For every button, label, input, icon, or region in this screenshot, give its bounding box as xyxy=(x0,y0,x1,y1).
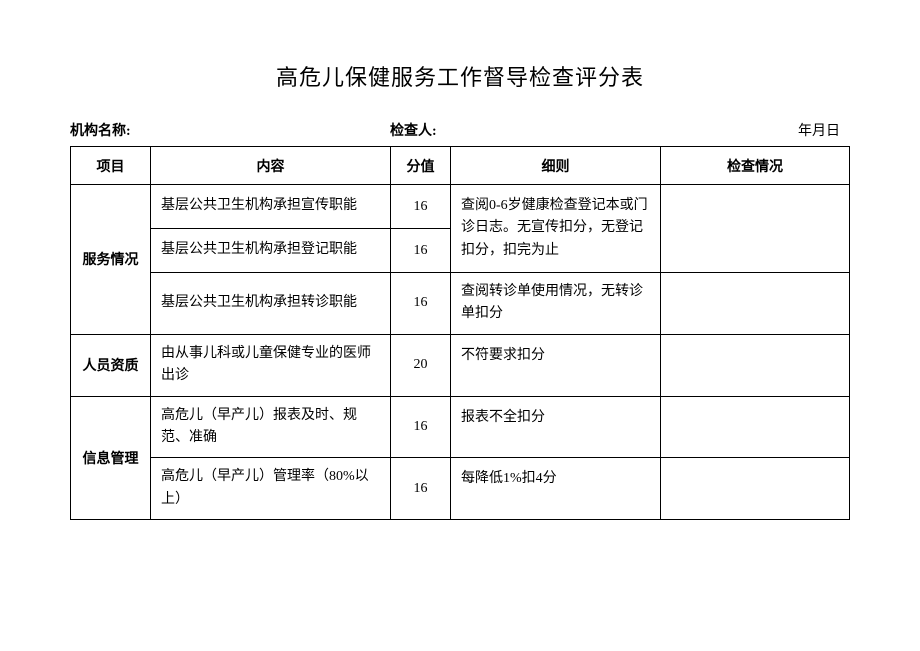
check-cell xyxy=(661,185,850,273)
score-cell: 20 xyxy=(391,334,451,396)
detail-cell: 报表不全扣分 xyxy=(451,396,661,458)
col-header-content: 内容 xyxy=(151,147,391,185)
project-cell: 信息管理 xyxy=(71,396,151,520)
table-row: 信息管理 高危儿（早产儿）报表及时、规范、准确 16 报表不全扣分 xyxy=(71,396,850,458)
project-cell: 服务情况 xyxy=(71,185,151,335)
table-row: 高危儿（早产儿）管理率（80%以上） 16 每降低1%扣4分 xyxy=(71,458,850,520)
table-header-row: 项目 内容 分值 细则 检查情况 xyxy=(71,147,850,185)
content-cell: 基层公共卫生机构承担宣传职能 xyxy=(151,185,391,229)
detail-cell: 不符要求扣分 xyxy=(451,334,661,396)
date-label: 年月日 xyxy=(670,120,850,140)
check-cell xyxy=(661,334,850,396)
inspector-label: 检查人: xyxy=(390,120,670,140)
check-cell xyxy=(661,458,850,520)
col-header-detail: 细则 xyxy=(451,147,661,185)
col-header-score: 分值 xyxy=(391,147,451,185)
check-cell xyxy=(661,396,850,458)
table-row: 人员资质 由从事儿科或儿童保健专业的医师出诊 20 不符要求扣分 xyxy=(71,334,850,396)
score-cell: 16 xyxy=(391,396,451,458)
content-cell: 由从事儿科或儿童保健专业的医师出诊 xyxy=(151,334,391,396)
score-cell: 16 xyxy=(391,229,451,273)
table-row: 基层公共卫生机构承担转诊职能 16 查阅转诊单使用情况，无转诊单扣分 xyxy=(71,273,850,335)
col-header-project: 项目 xyxy=(71,147,151,185)
header-row: 机构名称: 检查人: 年月日 xyxy=(70,120,850,140)
score-table: 项目 内容 分值 细则 检查情况 服务情况 基层公共卫生机构承担宣传职能 16 … xyxy=(70,146,850,520)
check-cell xyxy=(661,273,850,335)
score-cell: 16 xyxy=(391,458,451,520)
detail-cell: 查阅0-6岁健康检查登记本或门诊日志。无宣传扣分，无登记扣分，扣完为止 xyxy=(451,185,661,273)
project-cell: 人员资质 xyxy=(71,334,151,396)
org-label: 机构名称: xyxy=(70,120,390,140)
score-cell: 16 xyxy=(391,185,451,229)
page-title: 高危儿保健服务工作督导检查评分表 xyxy=(70,60,850,92)
table-row: 服务情况 基层公共卫生机构承担宣传职能 16 查阅0-6岁健康检查登记本或门诊日… xyxy=(71,185,850,229)
detail-cell: 每降低1%扣4分 xyxy=(451,458,661,520)
content-cell: 高危儿（早产儿）报表及时、规范、准确 xyxy=(151,396,391,458)
content-cell: 高危儿（早产儿）管理率（80%以上） xyxy=(151,458,391,520)
detail-cell: 查阅转诊单使用情况，无转诊单扣分 xyxy=(451,273,661,335)
score-cell: 16 xyxy=(391,273,451,335)
content-cell: 基层公共卫生机构承担登记职能 xyxy=(151,229,391,273)
content-cell: 基层公共卫生机构承担转诊职能 xyxy=(151,273,391,335)
col-header-check: 检查情况 xyxy=(661,147,850,185)
